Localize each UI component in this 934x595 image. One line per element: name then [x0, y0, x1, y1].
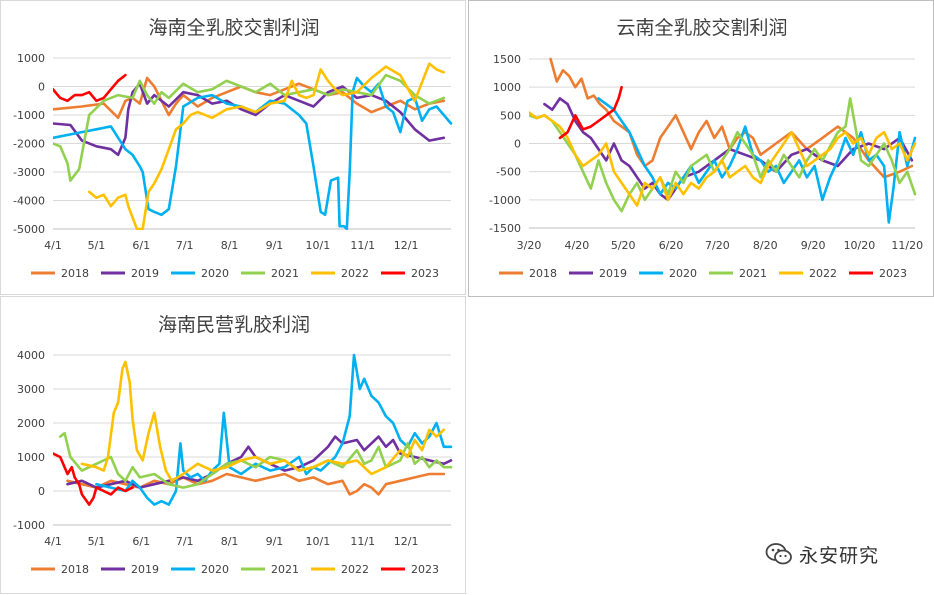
legend-label-2023: 2023 — [411, 267, 439, 280]
y-tick-label: -2000 — [13, 138, 45, 151]
y-tick-label: -1000 — [13, 519, 45, 532]
y-tick-label: -1000 — [13, 109, 45, 122]
x-tick-label: 7/1 — [176, 239, 194, 252]
x-tick-label: 6/20 — [659, 239, 684, 252]
y-tick-label: 4000 — [17, 349, 45, 362]
series-line-2022 — [80, 360, 446, 483]
legend-label-2018: 2018 — [61, 267, 89, 280]
legend-label-2020: 2020 — [201, 563, 229, 576]
chart-title: 云南全乳胶交割利润 — [616, 17, 787, 39]
x-tick-label: 9/1 — [266, 535, 284, 548]
y-tick-label: 1000 — [17, 52, 45, 65]
wechat-icon — [765, 543, 792, 565]
y-tick-label: 2000 — [17, 417, 45, 430]
y-tick-label: 0 — [38, 485, 45, 498]
legend-label-2022: 2022 — [341, 267, 369, 280]
series-line-2022 — [529, 111, 917, 207]
series-line-2018 — [549, 57, 914, 179]
legend-label-2019: 2019 — [599, 267, 627, 280]
chart-title: 海南民营乳胶利润 — [158, 314, 310, 336]
x-tick-label: 7/1 — [176, 535, 194, 548]
chart-svg-2: 海南民营乳胶利润 4000 3000 2000 1000 0 -1000 4/1 5/1 6/1 7… — [13, 314, 453, 576]
legend-label-2020: 2020 — [201, 267, 229, 280]
series-line-2019 — [66, 435, 453, 489]
x-tick-label: 11/1 — [350, 239, 375, 252]
x-tick-label: 12/1 — [394, 239, 419, 252]
x-tick-label: 10/1 — [305, 239, 330, 252]
series-line-2021 — [58, 431, 453, 489]
y-tick-label: -1500 — [489, 222, 521, 235]
legend-label-2020: 2020 — [669, 267, 697, 280]
x-tick-label: 11/1 — [350, 535, 375, 548]
legend-label-2018: 2018 — [61, 563, 89, 576]
y-tick-label: -4000 — [13, 195, 45, 208]
x-tick-label: 9/1 — [266, 239, 284, 252]
watermark: 永安研究 — [765, 538, 925, 568]
x-tick-label: 6/1 — [132, 239, 150, 252]
legend-label-2019: 2019 — [131, 267, 159, 280]
watermark-text: 永安研究 — [799, 545, 880, 567]
series-line-2023 — [53, 452, 134, 506]
x-tick-label: 8/1 — [221, 535, 239, 548]
y-tick-label: 500 — [500, 109, 521, 122]
y-tick-label: -1000 — [489, 194, 521, 207]
series-line-2023 — [558, 85, 623, 140]
x-tick-label: 5/20 — [611, 239, 636, 252]
y-tick-label: -500 — [496, 166, 521, 179]
chart-panel-yunnan-full-latex-delivery-profit: 云南全乳胶交割利润 1500 1000 500 0 -500 -1000 -1500 3/20 4… — [468, 0, 934, 297]
x-tick-label: 7/20 — [705, 239, 730, 252]
x-tick-label: 11/20 — [891, 239, 923, 252]
series-line-2019 — [53, 82, 446, 157]
y-tick-label: -5000 — [13, 223, 45, 236]
x-tick-label: 10/20 — [844, 239, 876, 252]
legend-label-2018: 2018 — [529, 267, 557, 280]
x-tick-label: 5/1 — [88, 239, 106, 252]
y-tick-label: 1500 — [493, 53, 521, 66]
x-tick-label: 5/1 — [88, 535, 106, 548]
legend-label-2021: 2021 — [271, 563, 299, 576]
y-tick-label: 1000 — [17, 451, 45, 464]
y-tick-label: 0 — [514, 138, 521, 151]
x-tick-label: 12/1 — [394, 535, 419, 548]
chart-panel-hainan-full-latex-delivery-profit: 海南全乳胶交割利润 1000 0 -1000 -2000 -3000 -4000 -5000 4… — [0, 0, 466, 295]
x-tick-label: 4/20 — [565, 239, 590, 252]
x-tick-label: 9/20 — [801, 239, 826, 252]
x-tick-label: 3/20 — [517, 239, 542, 252]
x-tick-label: 6/1 — [132, 535, 150, 548]
legend-label-2022: 2022 — [809, 267, 837, 280]
x-tick-label: 4/1 — [44, 535, 62, 548]
y-tick-label: 3000 — [17, 383, 45, 396]
legend-label-2022: 2022 — [341, 563, 369, 576]
y-tick-label: 0 — [38, 81, 45, 94]
series-line-2020 — [53, 76, 453, 230]
y-tick-label: -3000 — [13, 166, 45, 179]
legend-label-2021: 2021 — [271, 267, 299, 280]
chart-panel-hainan-private-latex-profit: 海南民营乳胶利润 4000 3000 2000 1000 0 -1000 4/1 5/1 6/1 7… — [0, 296, 466, 594]
chart-svg-1: 云南全乳胶交割利润 1500 1000 500 0 -500 -1000 -1500 3/20 4… — [489, 17, 923, 280]
legend-label-2023: 2023 — [411, 563, 439, 576]
chart-svg-0: 海南全乳胶交割利润 1000 0 -1000 -2000 -3000 -4000 -5000 4… — [13, 17, 453, 280]
series-line-2020 — [597, 97, 917, 224]
y-tick-label: 1000 — [493, 81, 521, 94]
x-tick-label: 10/1 — [305, 535, 330, 548]
series-line-2021 — [53, 73, 446, 182]
legend-label-2023: 2023 — [879, 267, 907, 280]
x-tick-label: 4/1 — [44, 239, 62, 252]
legend-label-2021: 2021 — [739, 267, 767, 280]
series-line-2023 — [53, 73, 127, 103]
chart-title: 海南全乳胶交割利润 — [148, 17, 319, 39]
series-line-2020 — [95, 353, 453, 506]
x-tick-label: 8/1 — [221, 239, 239, 252]
legend-label-2019: 2019 — [131, 563, 159, 576]
series-line-2022 — [87, 62, 446, 230]
x-tick-label: 8/20 — [753, 239, 778, 252]
